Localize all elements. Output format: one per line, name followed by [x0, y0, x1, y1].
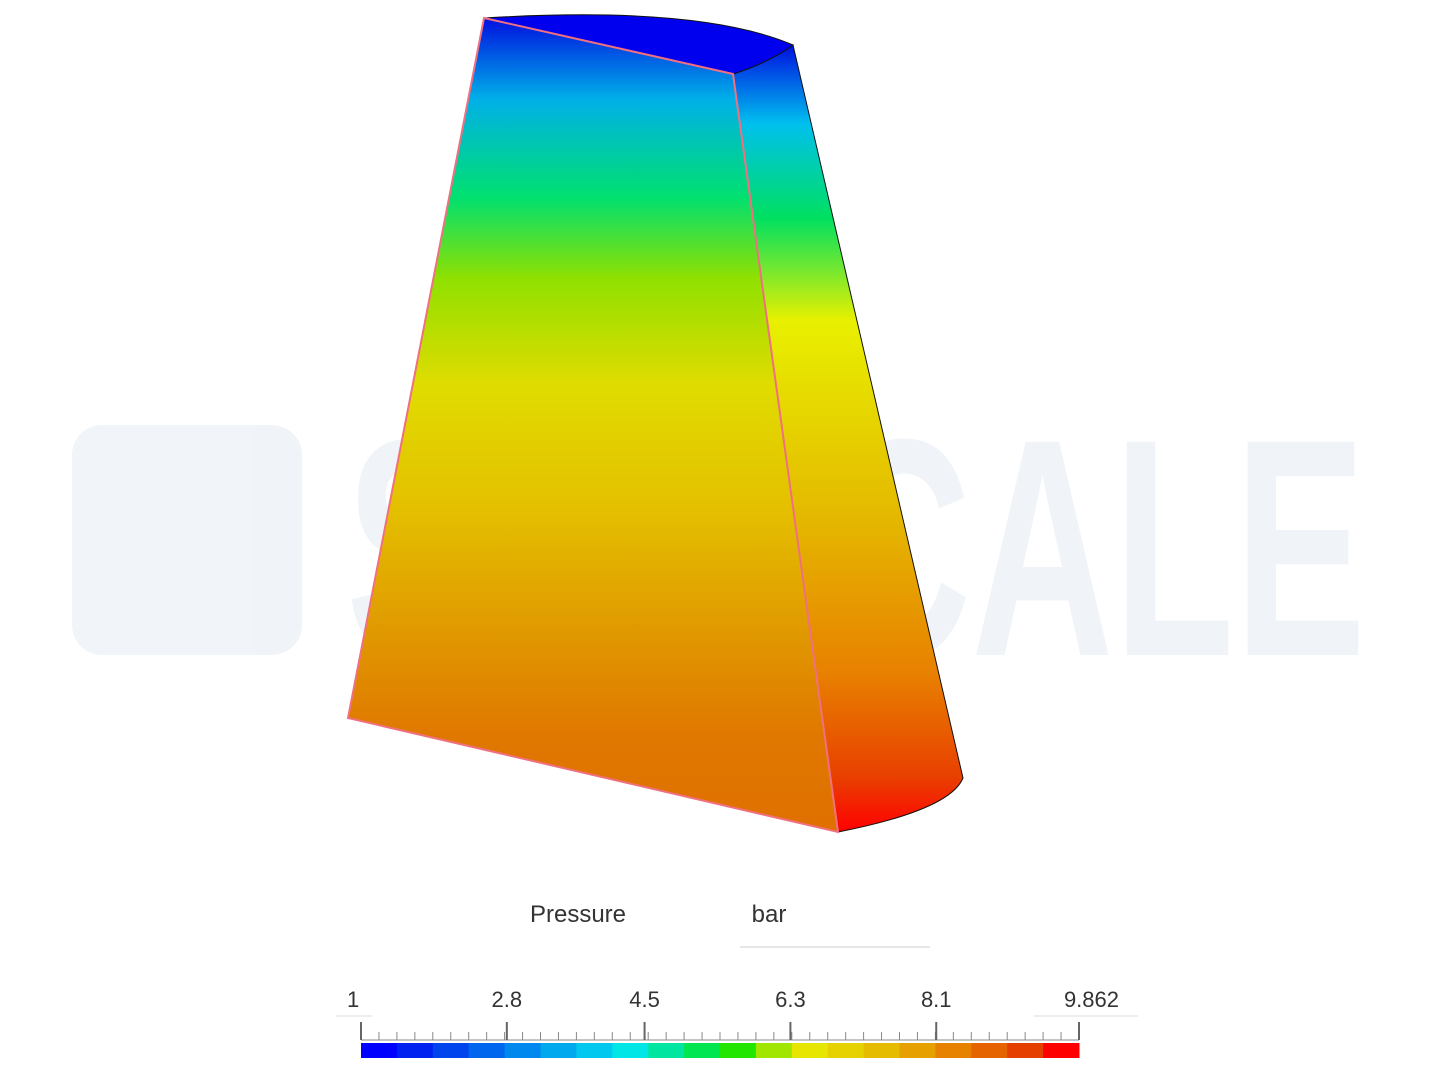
model — [346, 14, 964, 834]
color-band — [648, 1043, 685, 1058]
top-face — [483, 14, 794, 75]
front-face — [346, 16, 840, 834]
tick-label: 1 — [347, 987, 359, 1012]
color-band — [863, 1043, 900, 1058]
color-band — [1043, 1043, 1080, 1058]
color-band — [684, 1043, 721, 1058]
color-band — [540, 1043, 577, 1058]
color-band — [755, 1043, 793, 1058]
tick-label: 6.3 — [775, 987, 806, 1012]
legend-unit: bar — [752, 901, 787, 928]
color-band — [612, 1043, 649, 1058]
color-band — [899, 1043, 936, 1058]
color-band — [791, 1043, 829, 1058]
legend: Pressure bar 1 2.8 4.5 6.3 8.1 9.862 — [336, 901, 1138, 1058]
color-band — [504, 1043, 541, 1058]
colorbar: 1 2.8 4.5 6.3 8.1 9.862 — [336, 987, 1138, 1058]
color-band — [468, 1043, 506, 1058]
legend-title: Pressure — [530, 901, 626, 928]
tick-label: 9.862 — [1064, 987, 1119, 1012]
color-band — [827, 1043, 865, 1058]
color-band — [361, 1043, 398, 1058]
color-band — [971, 1043, 1008, 1058]
tick-label: 8.1 — [921, 987, 952, 1012]
tick-label: 4.5 — [629, 987, 660, 1012]
tick-label: 2.8 — [492, 987, 523, 1012]
color-band — [432, 1043, 470, 1058]
color-band — [1007, 1043, 1044, 1058]
color-band — [720, 1043, 757, 1058]
color-band — [576, 1043, 613, 1058]
color-band — [396, 1043, 434, 1058]
color-band — [935, 1043, 972, 1058]
